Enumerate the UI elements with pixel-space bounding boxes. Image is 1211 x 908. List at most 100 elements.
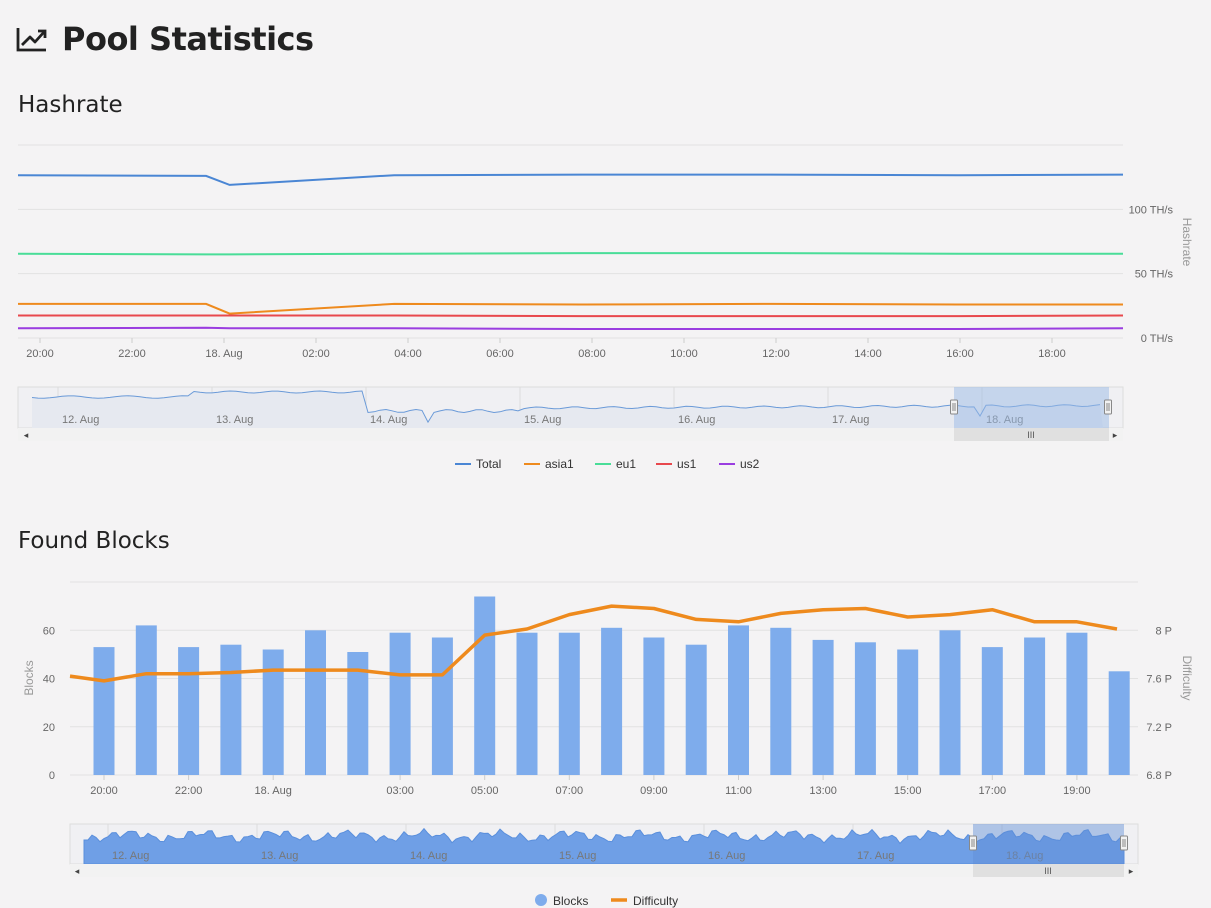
hashrate-legend-item-eu1[interactable]: eu1: [595, 457, 636, 471]
blocks-bar[interactable]: [389, 632, 411, 775]
blocks-bar[interactable]: [643, 637, 665, 776]
blocks-bar[interactable]: [305, 630, 326, 776]
hashrate-section-title: Hashrate: [18, 92, 123, 118]
blocks-bar[interactable]: [897, 649, 919, 776]
hashrate-legend-item-asia1[interactable]: asia1: [524, 457, 574, 471]
blocks-navigator-date: 13. Aug: [261, 850, 298, 862]
hashrate-series-us2: [17, 326, 1124, 330]
blocks-bar[interactable]: [728, 625, 749, 775]
hashrate-legend-label: eu1: [616, 457, 636, 471]
hashrate-x-tick: 12:00: [762, 348, 790, 360]
blocks-x-tick: 03:00: [386, 785, 414, 797]
difficulty-y-tick: 7.6 P: [1146, 674, 1172, 686]
hashrate-scrollbar[interactable]: III ◂ ▸: [18, 428, 1123, 441]
blocks-navigator-date: 17. Aug: [857, 850, 894, 862]
hashrate-legend-label: us1: [677, 457, 697, 471]
hashrate-legend: Total asia1 eu1 us1 us2: [455, 457, 760, 471]
hashrate-scrollbar-thumb[interactable]: [954, 428, 1109, 441]
blocks-bar[interactable]: [770, 627, 792, 775]
blocks-bar[interactable]: [474, 596, 496, 776]
blocks-navigator-selection[interactable]: [973, 824, 1124, 864]
hashrate-legend-label: Total: [476, 457, 501, 471]
blocks-bar[interactable]: [516, 632, 538, 775]
blocks-x-tick: 17:00: [979, 785, 1007, 797]
hashrate-x-tick: 18:00: [1038, 348, 1066, 360]
blocks-legend-item-difficulty[interactable]: Difficulty: [611, 894, 678, 908]
blocks-y-axis-title: Blocks: [22, 660, 36, 695]
blocks-navigator-date: 16. Aug: [708, 850, 745, 862]
blocks-bar[interactable]: [1066, 632, 1088, 775]
blocks-x-tick: 11:00: [725, 785, 752, 797]
blocks-navigator-right-handle[interactable]: [1120, 835, 1128, 851]
blocks-scroll-right-icon[interactable]: ▸: [1129, 866, 1134, 876]
blocks-x-tick: 15:00: [894, 785, 922, 797]
blocks-bar[interactable]: [939, 630, 961, 776]
hashrate-navigator-date: 15. Aug: [524, 414, 561, 426]
hashrate-chart: 100 TH/s 50 TH/s 0 TH/s Hashrate 20:00 22:0…: [17, 144, 1194, 471]
hashrate-scroll-right-icon[interactable]: ▸: [1113, 430, 1118, 440]
blocks-x-tick: 19:00: [1063, 785, 1091, 797]
difficulty-line: [69, 604, 1118, 683]
page-title: Pool Statistics: [62, 20, 314, 58]
blocks-x-tick: 18. Aug: [255, 785, 292, 797]
blocks-navigator-date: 14. Aug: [410, 850, 447, 862]
hashrate-navigator-date: 16. Aug: [678, 414, 715, 426]
blocks-scroll-left-icon[interactable]: ◂: [75, 866, 80, 876]
blocks-x-tick: 13:00: [809, 785, 837, 797]
blocks-bar[interactable]: [347, 652, 369, 775]
hashrate-y-tick: 100 TH/s: [1129, 204, 1174, 216]
hashrate-legend-label: asia1: [545, 457, 574, 471]
hashrate-series-us1: [18, 314, 1124, 318]
blocks-bar[interactable]: [601, 627, 623, 775]
blocks-navigator-left-handle[interactable]: [969, 835, 977, 851]
blocks-x-tick: 05:00: [471, 785, 499, 797]
hashrate-navigator[interactable]: 12. Aug 13. Aug 14. Aug 15. Aug 16. Aug 17. A…: [17, 386, 1124, 429]
blocks-bar[interactable]: [262, 649, 284, 776]
blocks-bar[interactable]: [93, 647, 115, 775]
trending-chart-icon: [16, 28, 47, 52]
hashrate-x-tick: 20:00: [26, 348, 54, 360]
blocks-navigator-date: 15. Aug: [559, 850, 596, 862]
blocks-x-tick: 07:00: [556, 785, 584, 797]
blocks-bar[interactable]: [1024, 637, 1046, 776]
hashrate-legend-label: us2: [740, 457, 760, 471]
blocks-legend-item-blocks[interactable]: Blocks: [535, 894, 588, 908]
blocks-bar[interactable]: [685, 644, 707, 775]
page-header: Pool Statistics: [16, 20, 314, 58]
hashrate-navigator-date: 14. Aug: [370, 414, 407, 426]
hashrate-navigator-selection[interactable]: [954, 387, 1109, 428]
blocks-bar[interactable]: [1108, 671, 1130, 775]
hashrate-navigator-right-handle[interactable]: [1104, 399, 1112, 415]
blocks-legend: Blocks Difficulty: [535, 894, 678, 908]
blocks-scrollbar[interactable]: III ◂ ▸: [70, 864, 1138, 877]
blocks-legend-label: Blocks: [553, 894, 588, 908]
hashrate-navigator-left-handle[interactable]: [950, 399, 958, 415]
blocks-bar[interactable]: [178, 647, 200, 775]
blocks-y-tick: 0: [49, 770, 55, 782]
hashrate-x-tick: 02:00: [302, 348, 330, 360]
hashrate-x-tick: 06:00: [486, 348, 514, 360]
blocks-scrollbar-thumb[interactable]: [973, 864, 1124, 877]
hashrate-y-tick: 0 TH/s: [1141, 333, 1174, 345]
blocks-navigator[interactable]: 12. Aug 13. Aug 14. Aug 15. Aug 16. Aug 17. A…: [69, 823, 1139, 865]
blocks-bar[interactable]: [812, 639, 834, 775]
blocks-y-tick: 60: [43, 625, 55, 637]
hashrate-navigator-date: 12. Aug: [62, 414, 99, 426]
blocks-bar[interactable]: [981, 647, 1003, 775]
hashrate-y-axis-title: Hashrate: [1180, 218, 1194, 267]
hashrate-x-tick: 18. Aug: [205, 348, 242, 360]
blocks-bar[interactable]: [135, 625, 157, 775]
hashrate-scroll-left-icon[interactable]: ◂: [24, 430, 29, 440]
hashrate-legend-item-us2[interactable]: us2: [719, 457, 760, 471]
hashrate-series-eu1: [17, 252, 1123, 256]
hashrate-x-tick: 04:00: [394, 348, 422, 360]
hashrate-legend-item-us1[interactable]: us1: [656, 457, 697, 471]
hashrate-x-tick: 16:00: [946, 348, 974, 360]
blocks-y-tick: 20: [43, 722, 55, 734]
blocks-bar[interactable]: [431, 637, 453, 776]
found-blocks-chart: 60 40 20 0 8 P 7.6 P 7.2 P 6.8 P Blocks Diffic…: [22, 581, 1194, 908]
hashrate-legend-item-Total[interactable]: Total: [455, 457, 501, 471]
blocks-bar[interactable]: [854, 642, 876, 775]
blocks-bar[interactable]: [558, 632, 580, 775]
blocks-bar[interactable]: [220, 644, 242, 775]
